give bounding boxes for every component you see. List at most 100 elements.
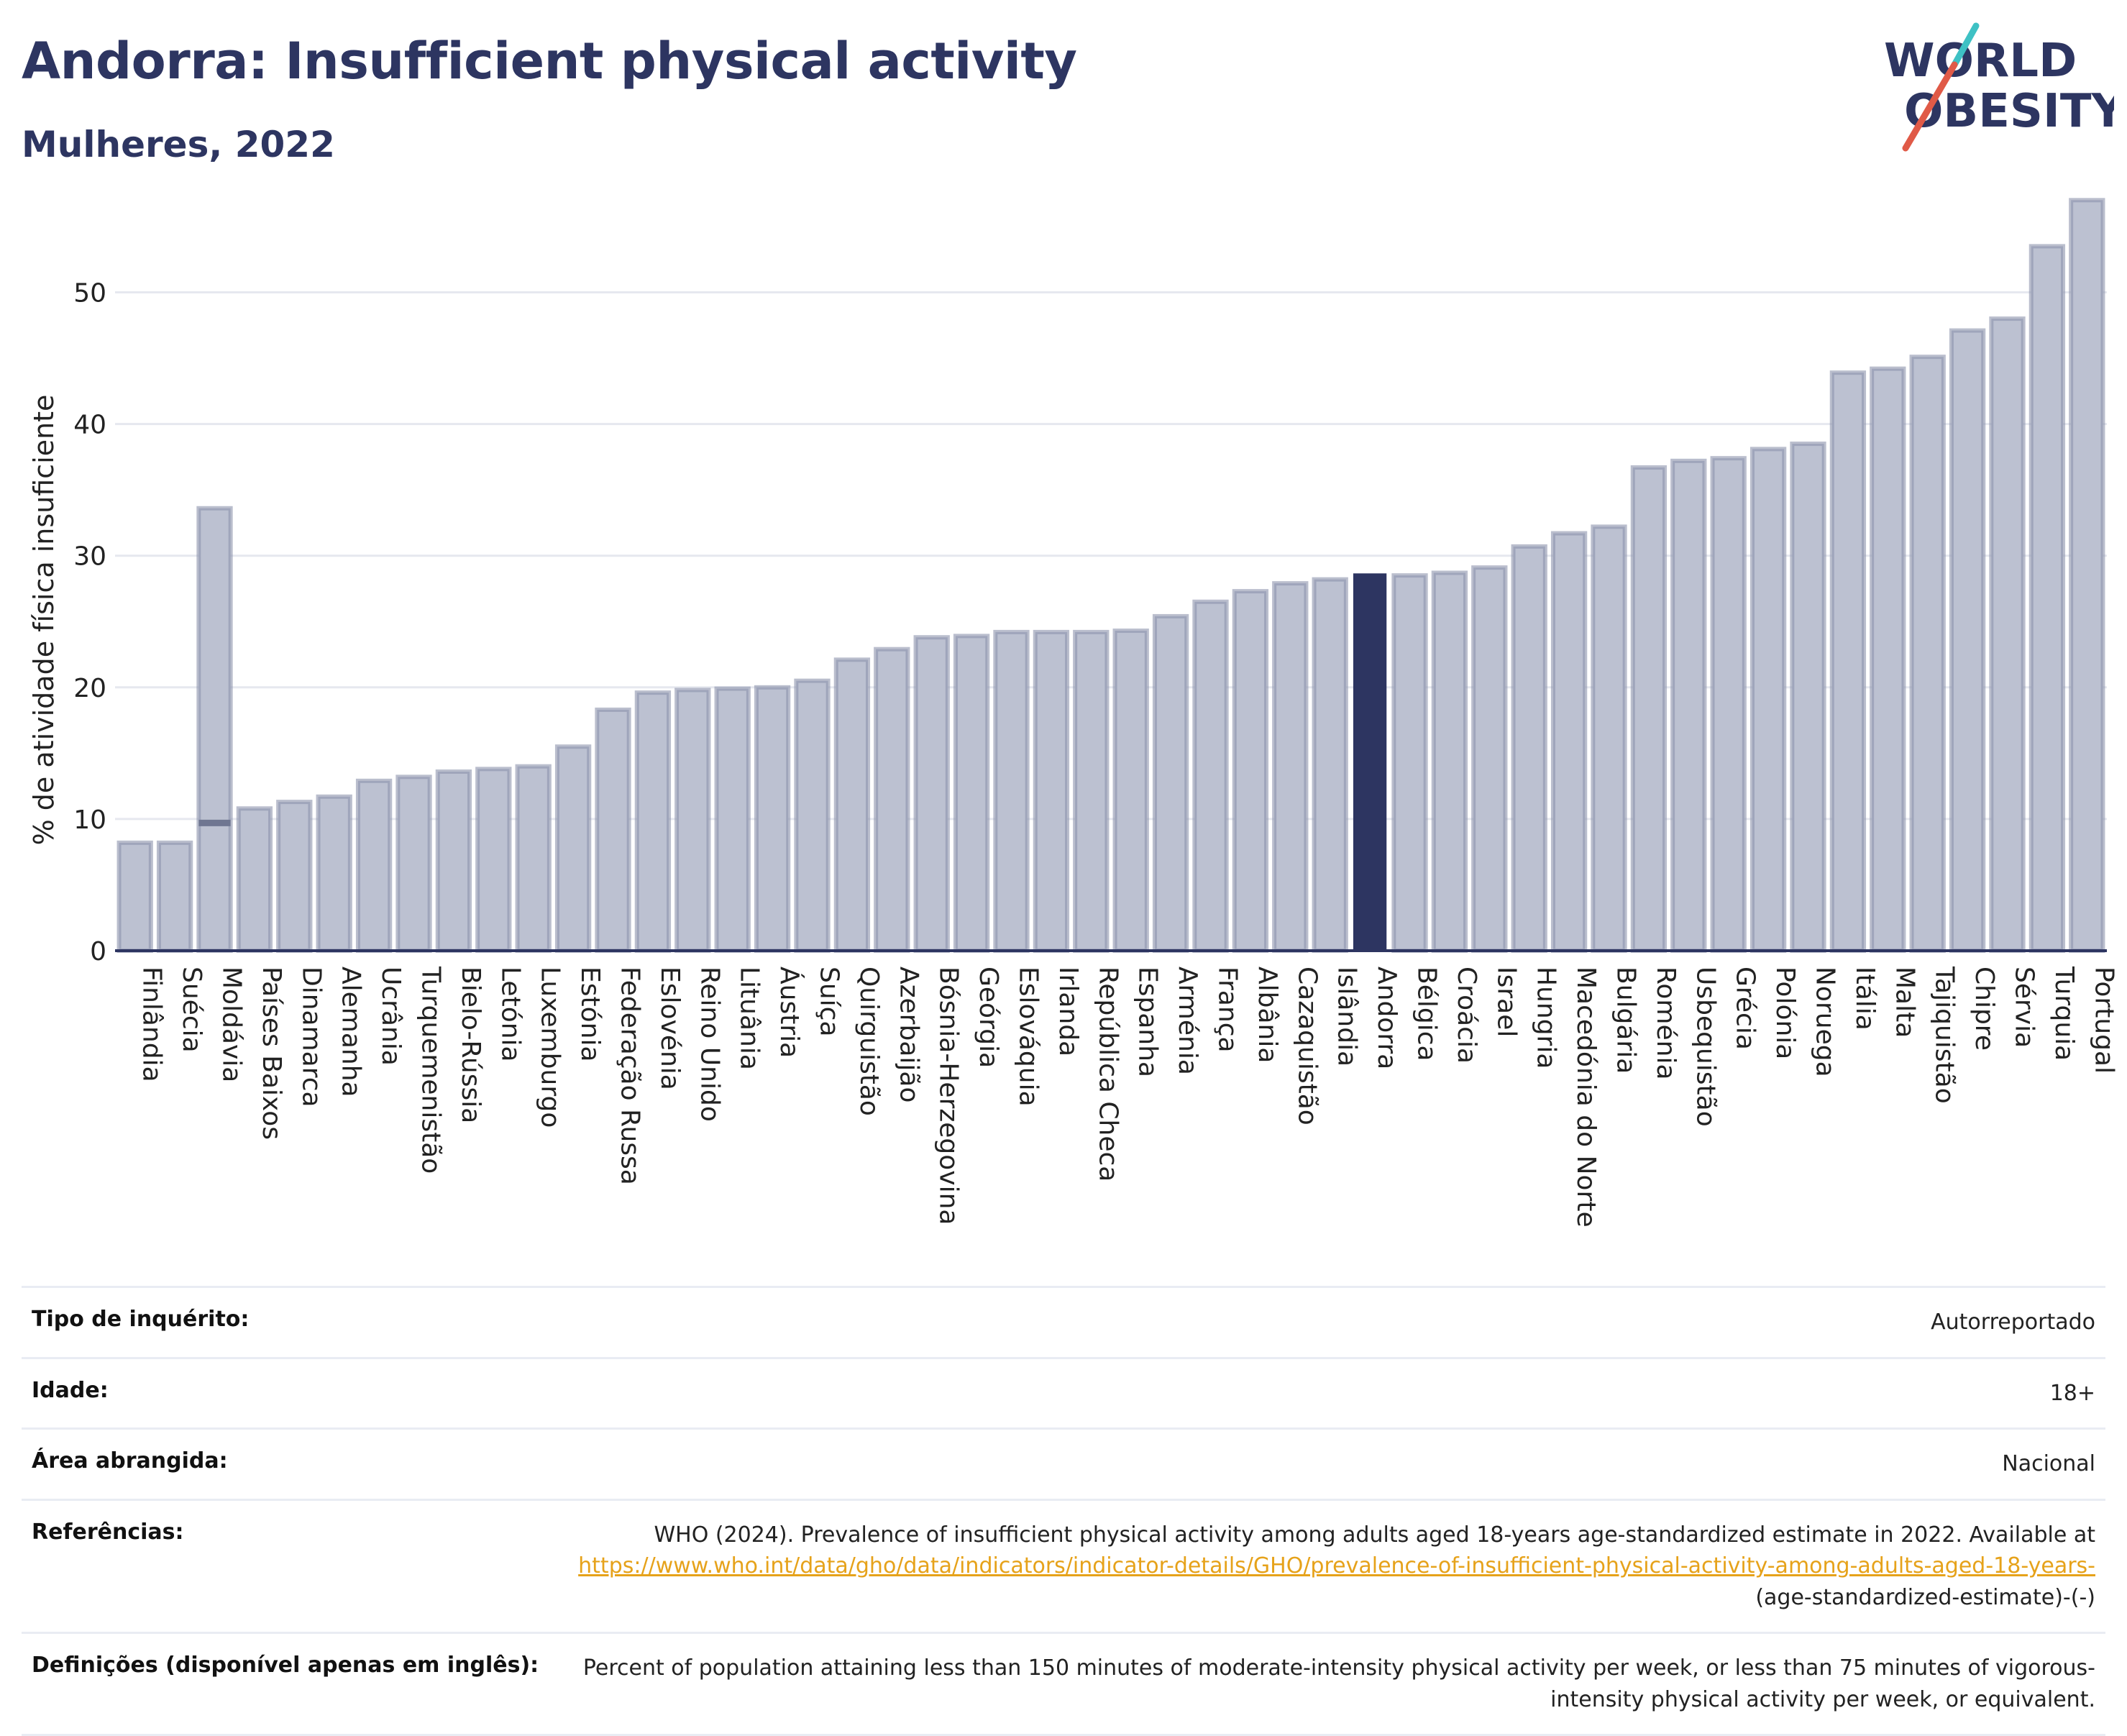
y-tick-label: 30 [73,542,106,572]
bar-Polónia [1749,447,1787,953]
x-tick-label: Albânia [1253,967,1282,1063]
bar-República Checa [1073,629,1110,953]
x-tick-label: Letónia [495,967,525,1062]
x-tick-label: República Checa [1093,967,1122,1182]
bar-França [1192,599,1229,954]
bar-Andorra [1353,573,1387,951]
x-tick-label: Dinamarca [296,967,326,1107]
references-label: Referências: [22,1498,549,1634]
world-obesity-logo: WORLD OBESITY [1884,22,2114,152]
x-tick-label: Luxemburgo [536,967,565,1128]
x-tick-label: Alemanha [337,967,366,1097]
references-suffix: (age-standardized-estimate)-(-) [1755,1584,2095,1610]
bar-Federação Russa [595,707,631,954]
x-tick-label: Itália [1850,967,1880,1031]
x-tick-label: Andorra [1372,967,1401,1069]
x-tick-label: Noruega [1811,967,1840,1077]
y-tick-label: 0 [90,937,106,967]
y-axis-ticks: 0 10 20 30 40 50 [73,278,106,967]
x-tick-label: Estónia [575,967,605,1062]
meta-row-definitions: Definições (disponível apenas em inglês)… [22,1632,2105,1736]
meta-row-survey: Tipo de inquérito: Autorreportado [22,1286,2105,1359]
x-tick-label: Bélgica [1412,967,1442,1061]
bar-Áustria [754,685,791,953]
bar-Moldávia [196,506,233,953]
bar-Usbequistão [1670,458,1707,953]
bar-Bielo-Rússia [435,769,472,954]
x-tick-label: Cazaquistão [1292,967,1322,1125]
bar-Bélgica [1391,573,1428,953]
bar-Israel [1471,565,1508,953]
bar-Azerbaijão [874,647,910,953]
bar-Irlanda [1033,629,1070,953]
x-tick-label: Bulgária [1611,967,1641,1074]
x-tick-label: Irlanda [1053,967,1083,1056]
bar-Lituânia [714,686,751,953]
bar-Alemanha [316,794,352,953]
x-tick-label: Arménia [1173,967,1202,1075]
x-axis-labels: Finlândia Suécia Moldávia Países Baixos Dina… [137,966,2119,1228]
x-tick-label: Espanha [1133,967,1163,1077]
x-tick-label: Croácia [1452,967,1481,1064]
meta-row-age: Idade: 18+ [22,1356,2105,1430]
bar-Islândia [1312,577,1348,953]
y-tick-label: 20 [73,674,106,703]
x-tick-label: Polónia [1770,967,1800,1059]
x-tick-label: Moldávia [217,967,247,1082]
y-tick-label: 10 [73,805,106,835]
age-label: Idade: [22,1356,549,1430]
area-value: Nacional [549,1427,2105,1501]
bar-Turquia [2028,244,2066,953]
references-link[interactable]: https://www.who.int/data/gho/data/indica… [578,1553,2095,1579]
x-tick-label: Eslovénia [655,967,685,1090]
bar-Croácia [1431,570,1468,953]
y-tick-label: 40 [73,411,106,440]
x-tick-label: Reino Unido [695,967,724,1122]
bar-Albânia [1232,589,1269,953]
bar-Suécia [156,840,193,954]
bar-Finlândia [116,840,153,954]
bar-Bulgária [1591,524,1627,953]
bars [115,198,2107,954]
x-tick-label: Suíça [815,967,844,1037]
references-value: WHO (2024). Prevalence of insufficient p… [549,1498,2105,1634]
references-text: WHO (2024). Prevalence of insufficient p… [654,1522,2095,1548]
bar-Portugal [2069,198,2105,954]
bar-Eslováquia [993,629,1030,953]
meta-row-area: Área abrangida: Nacional [22,1427,2105,1501]
bar-Roménia [1630,465,1668,953]
x-tick-label: Portugal [2089,967,2118,1074]
definitions-label: Definições (disponível apenas em inglês)… [22,1632,549,1736]
x-tick-label: Eslováquia [1014,967,1043,1107]
x-tick-label: Ucrânia [376,967,406,1066]
bar-Quirguistão [833,657,871,953]
bar-Macedónia do Norte [1550,531,1588,953]
x-tick-label: Suécia [177,967,206,1053]
definitions-value: Percent of population attaining less tha… [549,1632,2105,1736]
bar-Dinamarca [276,800,313,954]
x-tick-label: Turquemenistão [416,966,446,1174]
bar-Espanha [1112,629,1149,953]
x-tick-label: Quirguistão [854,967,884,1116]
bar-Geórgia [953,634,990,953]
area-label: Área abrangida: [22,1427,549,1501]
x-tick-label: Israel [1491,967,1521,1037]
x-tick-label: Federação Russa [616,967,645,1185]
logo-line1: WORLD [1884,35,2077,88]
bar-Chipre [1949,328,1986,953]
x-tick-label: França [1213,967,1243,1053]
x-tick-label: Áustria [774,967,805,1058]
logo-slash-coral [1902,61,1958,152]
bar-Sérvia [1989,316,2026,953]
bar-Noruega [1790,442,1826,953]
x-tick-label: Macedónia do Norte [1571,967,1601,1228]
bar-Tajiquistão [1909,355,1946,954]
bar-Países Baixos [236,806,273,954]
x-tick-label: Lituânia [735,967,764,1070]
bar-Estónia [554,744,592,954]
x-tick-label: Bielo-Rússia [456,967,485,1123]
page-title: Andorra: Insufficient physical activity [22,32,1077,91]
x-tick-label: Roménia [1651,967,1680,1080]
bar-Ucrânia [355,778,393,953]
metadata-table: Tipo de inquérito: Autorreportado Idade:… [22,1286,2105,1736]
